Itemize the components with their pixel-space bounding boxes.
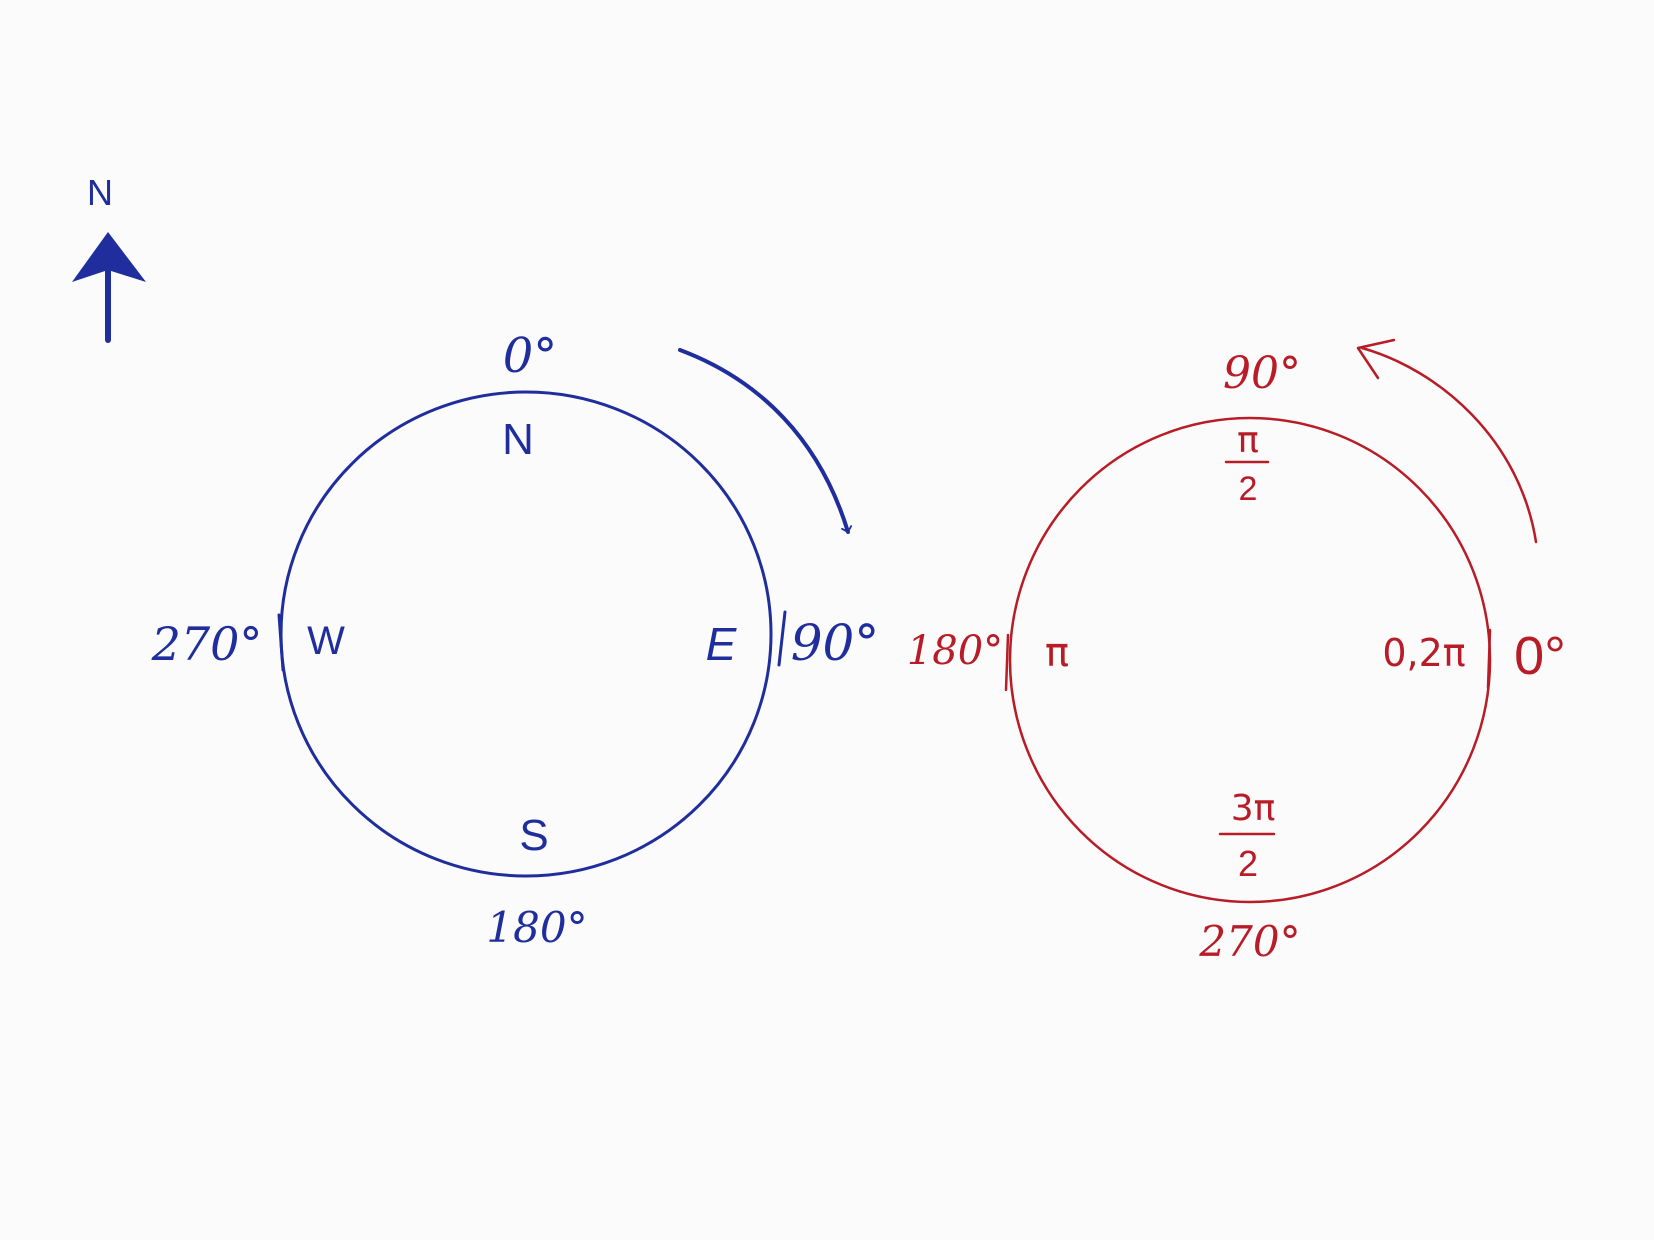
compass-east-tick [777, 610, 787, 667]
compass-east-letter: E [706, 618, 738, 670]
compass-south-letter: S [519, 811, 548, 860]
north-arrow-icon [72, 232, 146, 282]
counterclockwise-arrow-icon [1360, 346, 1538, 544]
left-radian: π [1045, 630, 1069, 676]
compass-right-degree: 90° [791, 614, 880, 672]
compass-circle [279, 390, 773, 878]
unit-circle-diagram: 90° 180° 270° 0° π 2 π 3π 2 0,2π [907, 338, 1566, 966]
top-radian-denominator: 2 [1239, 470, 1258, 508]
compass-bottom-degree: 180° [486, 903, 587, 952]
unit-circle-top-degree: 90° [1223, 348, 1301, 399]
compass-top-degree: 0° [503, 328, 558, 384]
unit-circle-left-tick [1004, 633, 1010, 692]
unit-circle-bottom-degree: 270° [1198, 917, 1300, 966]
right-radian: 0,2π [1382, 631, 1465, 675]
unit-circle-right-degree: 0° [1514, 626, 1566, 686]
clockwise-arrow-icon [678, 348, 853, 534]
north-indicator-label: N [87, 172, 113, 213]
bottom-radian-numerator: 3π [1231, 788, 1276, 829]
unit-circle-right-tick [1486, 628, 1492, 690]
compass-west-tick [277, 613, 285, 672]
counterclockwise-arrowhead-icon [1356, 338, 1396, 380]
compass-diagram: 0° 90° 180° 270° N E S W [151, 328, 880, 952]
compass-west-letter: W [307, 619, 345, 663]
unit-circle-left-degree: 180° [907, 628, 1003, 674]
north-indicator: N [72, 172, 146, 343]
top-radian-numerator: π [1237, 420, 1259, 461]
compass-left-degree: 270° [151, 617, 263, 671]
compass-north-letter: N [502, 415, 534, 464]
bottom-radian-denominator: 2 [1238, 843, 1258, 884]
